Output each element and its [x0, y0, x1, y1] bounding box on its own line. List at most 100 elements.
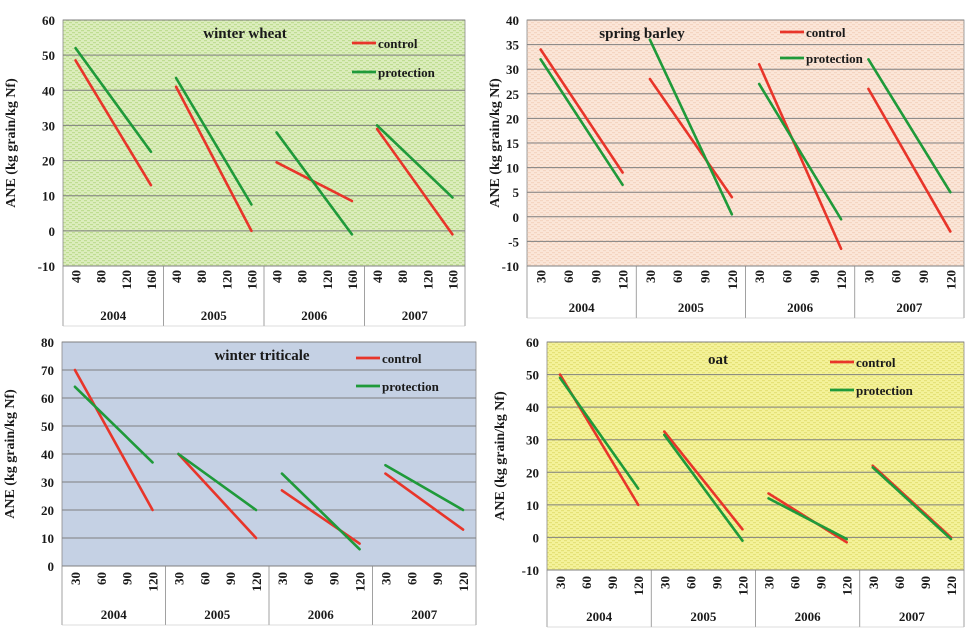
series-line-protection-2007 — [871, 466, 953, 541]
series-line-protection-2006 — [767, 497, 849, 541]
series-line-protection-2004 — [539, 58, 624, 187]
series-line-control-2005 — [174, 85, 253, 233]
x-tick-label: 60 — [889, 270, 904, 283]
series-line-protection-2006 — [757, 82, 843, 221]
x-group-label: 2006 — [795, 609, 822, 624]
series-line-protection-2005 — [648, 38, 734, 216]
x-tick-label: 80 — [395, 270, 410, 283]
x-tick-label: 30 — [861, 270, 876, 283]
y-tick-label: 5 — [513, 185, 520, 200]
chart-title: spring barley — [599, 26, 685, 42]
y-tick-label: 10 — [42, 189, 55, 204]
x-tick-label: 30 — [657, 576, 672, 589]
x-group-label: 2004 — [101, 607, 128, 622]
x-tick-label: 120 — [944, 576, 959, 596]
x-tick-label: 160 — [244, 270, 259, 290]
y-tick-label: 30 — [42, 118, 55, 133]
x-tick-label: 60 — [670, 270, 685, 283]
x-tick-label: 60 — [561, 270, 576, 283]
y-axis-label: ANE (kg grain/kg Nf) — [3, 389, 18, 519]
x-group-label: 2007 — [899, 609, 926, 624]
x-tick-label: 120 — [725, 270, 740, 290]
y-tick-label: 80 — [41, 335, 54, 350]
legend-label-protection: protection — [856, 383, 914, 398]
chart-title: winter triticale — [214, 348, 309, 364]
y-tick-label: 50 — [41, 419, 54, 434]
y-tick-label: -10 — [502, 259, 519, 274]
x-group-label: 2005 — [678, 300, 705, 315]
legend-label-control: control — [856, 355, 896, 370]
x-tick-label: 160 — [445, 270, 460, 290]
x-tick-label: 90 — [709, 576, 724, 589]
x-group-label: 2006 — [787, 300, 814, 315]
x-tick-label: 120 — [943, 270, 958, 290]
y-axis-label: ANE (kg grain/kg Nf) — [488, 78, 503, 208]
series-line-protection-2004 — [74, 46, 153, 154]
legend-label-control: control — [382, 351, 422, 366]
x-tick-label: 30 — [275, 572, 290, 585]
y-tick-label: 15 — [506, 136, 520, 151]
x-tick-label: 120 — [353, 572, 368, 592]
x-axis — [61, 566, 477, 626]
x-group-label: 2006 — [301, 308, 328, 323]
y-tick-label: 40 — [41, 447, 54, 462]
x-tick-label: 30 — [378, 572, 393, 585]
x-tick-label: 80 — [194, 270, 209, 283]
chart-panel-3: 0 10 20 30 40 50 60 70 80 ANE (kg grain/kg Nf) 200… — [3, 335, 477, 626]
x-tick-label: 60 — [779, 270, 794, 283]
x-tick-label: 90 — [327, 572, 342, 585]
x-tick-label: 30 — [866, 576, 881, 589]
series-line-control-2005 — [662, 430, 744, 531]
x-tick-label: 60 — [197, 572, 212, 585]
y-axis-label: ANE (kg grain/kg Nf) — [493, 391, 508, 521]
x-tick-label: 120 — [119, 270, 134, 290]
x-tick-label: 160 — [345, 270, 360, 290]
x-tick-label: 30 — [171, 572, 186, 585]
y-tick-label: 0 — [48, 559, 55, 574]
y-tick-label: 20 — [526, 465, 539, 480]
x-group-label: 2006 — [308, 607, 335, 622]
x-tick-label: 60 — [683, 576, 698, 589]
x-group-label: 2007 — [402, 308, 429, 323]
series-line-control-2005 — [177, 452, 258, 540]
x-group-label: 2005 — [201, 308, 228, 323]
y-tick-label: 30 — [526, 433, 539, 448]
series-line-control-2007 — [384, 472, 465, 531]
y-tick-label: -10 — [38, 259, 55, 274]
x-group-label: 2004 — [569, 300, 596, 315]
series-line-protection-2007 — [384, 463, 465, 512]
x-tick-label: 80 — [295, 270, 310, 283]
x-group-label: 2007 — [411, 607, 438, 622]
series-line-control-2004 — [73, 368, 154, 512]
x-tick-label: 120 — [146, 572, 161, 592]
x-tick-label: 120 — [320, 270, 335, 290]
y-tick-label: 40 — [526, 400, 539, 415]
y-tick-label: 60 — [526, 335, 539, 350]
x-tick-label: 120 — [834, 270, 849, 290]
legend-label-control: control — [806, 25, 846, 40]
chart-panel-1: -10 0 10 20 30 40 50 60 ANE (kg grain/kg Nf) 2004… — [4, 13, 466, 327]
x-tick-label: 30 — [553, 576, 568, 589]
x-group-label: 2004 — [100, 308, 127, 323]
x-tick-label: 120 — [219, 270, 234, 290]
plot-area — [62, 19, 466, 267]
series-line-control-2006 — [757, 62, 843, 251]
x-tick-label: 90 — [120, 572, 135, 585]
x-tick-label: 90 — [223, 572, 238, 585]
x-tick-label: 30 — [643, 270, 658, 283]
chart-title: oat — [708, 352, 728, 368]
x-tick-label: 60 — [788, 576, 803, 589]
x-tick-label: 60 — [579, 576, 594, 589]
legend-label-protection: protection — [382, 379, 440, 394]
x-tick-label: 40 — [69, 270, 84, 283]
x-tick-label: 30 — [534, 270, 549, 283]
x-group-label: 2005 — [690, 609, 717, 624]
x-tick-label: 80 — [94, 270, 109, 283]
y-tick-label: 40 — [42, 83, 55, 98]
legend-label-protection: protection — [806, 51, 864, 66]
series-line-protection-2005 — [177, 452, 258, 512]
x-tick-label: 90 — [916, 270, 931, 283]
x-tick-label: 160 — [144, 270, 159, 290]
x-tick-label: 90 — [588, 270, 603, 283]
y-tick-label: 30 — [506, 62, 519, 77]
